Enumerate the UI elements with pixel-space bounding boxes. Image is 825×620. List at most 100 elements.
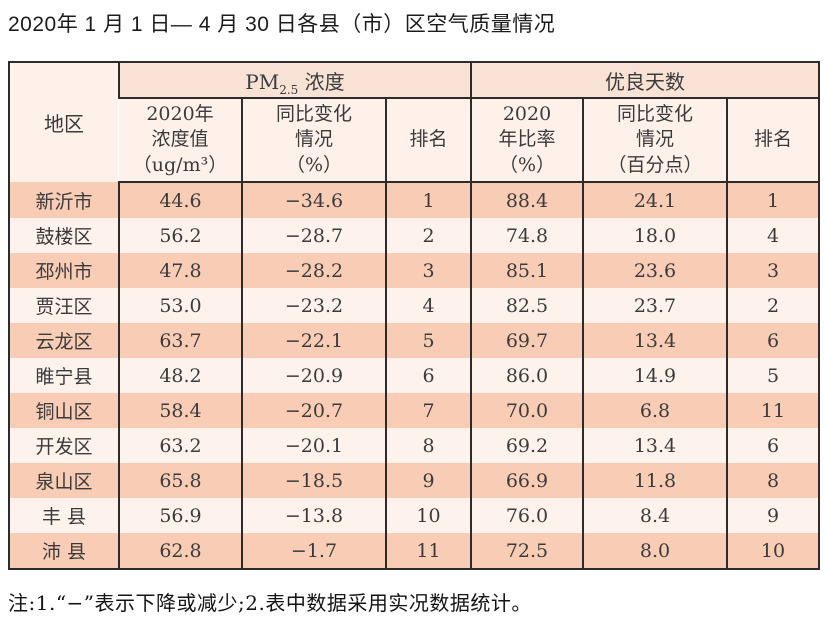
days-rate-cell: 70.0 <box>470 393 583 428</box>
pm-value-cell: 62.8 <box>118 533 242 569</box>
region-cell: 邳州市 <box>35 261 93 283</box>
pm-rank-cell: 5 <box>385 323 471 358</box>
region-cell: 睢宁县 <box>35 366 93 388</box>
days-rate-cell: 76.0 <box>470 498 583 533</box>
pm-change-cell: −18.5 <box>241 463 386 498</box>
page-title: 2020年 1 月 1 日— 4 月 30 日各县（市）区空气质量情况 <box>8 13 556 36</box>
region-cell: 云龙区 <box>35 331 93 353</box>
days-rank-cell: 6 <box>725 428 820 463</box>
table-row: 邳州市 47.8 −28.2 3 85.1 23.6 3 <box>9 253 820 288</box>
days-rank-cell: 1 <box>725 182 820 218</box>
pm-change-cell: −13.8 <box>241 498 386 533</box>
region-cell: 泉山区 <box>35 471 93 493</box>
table-row: 开发区 63.2 −20.1 8 69.2 13.4 6 <box>9 428 820 463</box>
days-rank-cell: 5 <box>725 358 820 393</box>
table-row: 贾汪区 53.0 −23.2 4 82.5 23.7 2 <box>9 288 820 323</box>
table-row: 沛 县 62.8 −1.7 11 72.5 8.0 10 <box>9 533 820 569</box>
pm-subscript: 2.5 <box>279 82 299 97</box>
region-cell: 鼓楼区 <box>35 226 93 248</box>
days-change-cell: 8.4 <box>582 498 727 533</box>
pm-value-cell: 58.4 <box>118 393 242 428</box>
days-change-cell: 24.1 <box>582 182 727 218</box>
pm-rank-cell: 6 <box>385 358 471 393</box>
pm-rank-cell: 1 <box>385 182 471 218</box>
pm-rank-cell: 8 <box>385 428 471 463</box>
days-rank-cell: 2 <box>725 288 820 323</box>
air-quality-table: 地区 PM2.5 浓度 优良天数 2020年 浓度值 （ug/m³） 同比变化 … <box>8 61 821 570</box>
days-change-cell: 11.8 <box>582 463 727 498</box>
days-change-cell: 13.4 <box>582 323 727 358</box>
pm-rank-cell: 3 <box>385 253 471 288</box>
pm-change-cell: −28.2 <box>241 253 386 288</box>
pm-change-cell: −1.7 <box>241 533 386 569</box>
days-rank-cell: 3 <box>725 253 820 288</box>
region-cell: 新沂市 <box>35 190 93 213</box>
pm-value-cell: 48.2 <box>118 358 242 393</box>
pm-change-cell: −20.1 <box>241 428 386 463</box>
table-row: 云龙区 63.7 −22.1 5 69.7 13.4 6 <box>9 323 820 358</box>
days-rank-cell: 6 <box>725 323 820 358</box>
days-change-cell: 6.8 <box>582 393 727 428</box>
pm-rank-cell: 9 <box>385 463 471 498</box>
pm-value-cell: 56.2 <box>118 218 242 253</box>
pm-rank-cell: 2 <box>385 218 471 253</box>
header-pm-rank: 排名 <box>385 98 471 183</box>
pm-label: PM <box>245 69 280 94</box>
header-region: 地区 <box>9 62 119 182</box>
days-rate-cell: 74.8 <box>470 218 583 253</box>
table-header: 地区 PM2.5 浓度 优良天数 2020年 浓度值 （ug/m³） 同比变化 … <box>9 62 820 183</box>
pm-value-cell: 56.9 <box>118 498 242 533</box>
days-rank-cell: 11 <box>725 393 820 428</box>
pm-value-cell: 65.8 <box>118 463 242 498</box>
table-row: 铜山区 58.4 −20.7 7 70.0 6.8 11 <box>9 393 820 428</box>
days-rate-cell: 69.7 <box>470 323 583 358</box>
pm-rank-cell: 11 <box>385 533 471 569</box>
days-change-cell: 14.9 <box>582 358 727 393</box>
pm-value-cell: 47.8 <box>118 253 242 288</box>
region-cell: 丰 县 <box>41 506 87 528</box>
table-row: 新沂市 44.6 −34.6 1 88.4 24.1 1 <box>9 182 820 218</box>
header-good-days-group: 优良天数 <box>469 62 820 99</box>
days-rate-cell: 86.0 <box>470 358 583 393</box>
header-days-rate: 2020 年比率 （%） <box>470 98 583 183</box>
days-rate-cell: 88.4 <box>470 182 583 218</box>
table-body: 新沂市 44.6 −34.6 1 88.4 24.1 1 鼓楼区 56.2 −28.7 2 74.8 1… <box>9 182 820 569</box>
region-cell: 铜山区 <box>35 401 93 423</box>
days-rate-cell: 66.9 <box>470 463 583 498</box>
region-cell: 贾汪区 <box>35 296 93 318</box>
region-cell: 开发区 <box>35 436 93 458</box>
days-rank-cell: 10 <box>725 533 820 569</box>
days-rate-cell: 82.5 <box>470 288 583 323</box>
pm-change-cell: −20.9 <box>241 358 386 393</box>
days-change-cell: 8.0 <box>582 533 727 569</box>
table-row: 丰 县 56.9 −13.8 10 76.0 8.4 9 <box>9 498 820 533</box>
days-change-cell: 13.4 <box>582 428 727 463</box>
pm-rank-cell: 7 <box>385 393 471 428</box>
days-rate-cell: 72.5 <box>470 533 583 569</box>
pm-value-cell: 63.2 <box>118 428 242 463</box>
table-row: 泉山区 65.8 −18.5 9 66.9 11.8 8 <box>9 463 820 498</box>
days-change-cell: 23.7 <box>582 288 727 323</box>
days-change-cell: 18.0 <box>582 218 727 253</box>
pm-change-cell: −22.1 <box>241 323 386 358</box>
region-cell: 沛 县 <box>41 541 87 563</box>
pm-change-cell: −28.7 <box>241 218 386 253</box>
header-pm-value: 2020年 浓度值 （ug/m³） <box>119 98 242 183</box>
pm-change-cell: −34.6 <box>241 182 386 218</box>
pm-label-suffix: 浓度 <box>298 69 345 94</box>
days-rank-cell: 9 <box>725 498 820 533</box>
pm-value-cell: 53.0 <box>118 288 242 323</box>
days-rate-cell: 69.2 <box>470 428 583 463</box>
days-rank-cell: 4 <box>725 218 820 253</box>
days-change-cell: 23.6 <box>582 253 727 288</box>
pm-change-cell: −23.2 <box>241 288 386 323</box>
header-days-change: 同比变化 情况 （百分点） <box>582 98 727 183</box>
table-row: 鼓楼区 56.2 −28.7 2 74.8 18.0 4 <box>9 218 820 253</box>
footnote: 注:1.“−”表示下降或减少;2.表中数据采用实况数据统计。 <box>8 591 532 615</box>
pm-change-cell: −20.7 <box>241 393 386 428</box>
days-rate-cell: 85.1 <box>470 253 583 288</box>
pm-rank-cell: 10 <box>385 498 471 533</box>
days-rank-cell: 8 <box>725 463 820 498</box>
header-pm-change: 同比变化 情况 （%） <box>241 98 386 183</box>
header-days-rank: 排名 <box>725 98 820 183</box>
